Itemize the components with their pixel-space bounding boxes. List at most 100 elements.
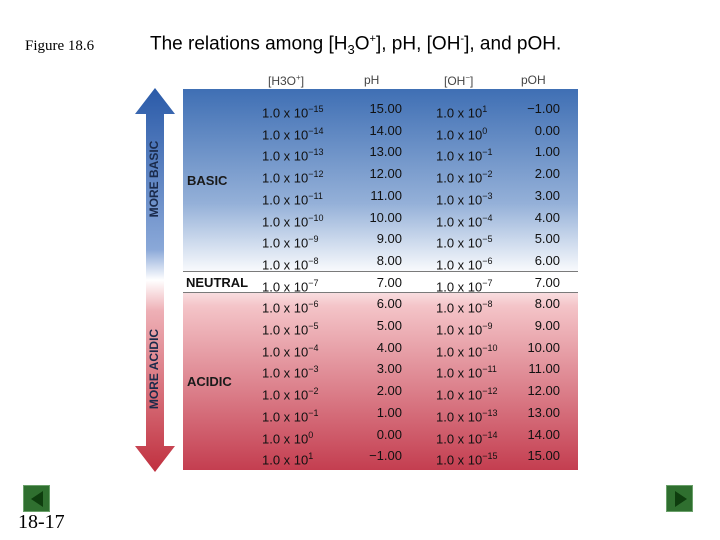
header-ph: pH xyxy=(364,73,380,87)
h3o-cell: 1.0 x 10−4 xyxy=(262,341,319,359)
oh-cell: 1.0 x 10−9 xyxy=(436,319,493,337)
poh-cell: 5.00 xyxy=(500,232,560,246)
oh-exponent: −10 xyxy=(482,343,498,353)
h3o-base: 1.0 x 10 xyxy=(262,257,309,273)
poh-cell: 13.00 xyxy=(500,406,560,420)
h3o-exponent: −5 xyxy=(308,321,319,331)
oh-cell: 1.0 x 10−4 xyxy=(436,211,493,229)
oh-exponent: −2 xyxy=(482,169,493,179)
ph-cell: 13.00 xyxy=(330,145,402,159)
oh-base: 1.0 x 10 xyxy=(436,235,483,251)
neutral-band xyxy=(183,271,578,293)
oh-base: 1.0 x 10 xyxy=(436,192,483,208)
neutral-label: NEUTRAL xyxy=(186,275,249,290)
ph-cell: 14.00 xyxy=(330,124,402,138)
title-part-d: ], and pOH. xyxy=(464,33,562,55)
poh-cell: 7.00 xyxy=(500,276,560,290)
ph-value: 1.00 xyxy=(376,405,402,420)
poh-value: 5.00 xyxy=(534,231,560,246)
h3o-base: 1.0 x 10 xyxy=(262,235,309,251)
h3o-exponent: −7 xyxy=(308,278,319,288)
ph-value: 15.00 xyxy=(369,101,402,116)
poh-cell: 9.00 xyxy=(500,319,560,333)
h3o-cell: 1.0 x 10−2 xyxy=(262,384,319,402)
title-superscript-minus: - xyxy=(460,33,465,45)
oh-cell: 1.0 x 10−7 xyxy=(436,276,493,294)
poh-value: 11.00 xyxy=(528,361,560,376)
poh-cell: 10.00 xyxy=(500,341,560,355)
h3o-base: 1.0 x 10 xyxy=(262,148,309,164)
oh-cell: 1.0 x 10−11 xyxy=(436,362,497,380)
poh-cell: 8.00 xyxy=(500,297,560,311)
oh-base: 1.0 x 10 xyxy=(436,279,483,295)
oh-base: 1.0 x 10 xyxy=(436,409,483,425)
h3o-base: 1.0 x 10 xyxy=(262,170,309,186)
h3o-exponent: −6 xyxy=(308,299,319,309)
header-h3o-close: ] xyxy=(300,74,305,88)
oh-base: 1.0 x 10 xyxy=(436,344,483,360)
title-superscript-plus: + xyxy=(369,33,376,45)
ph-cell: 15.00 xyxy=(330,102,402,116)
h3o-cell: 1.0 x 100 xyxy=(262,428,313,446)
oh-exponent: −1 xyxy=(482,147,493,157)
h3o-base: 1.0 x 10 xyxy=(262,322,309,338)
page-number: 18-17 xyxy=(18,511,65,533)
poh-cell: 3.00 xyxy=(500,189,560,203)
poh-value: 12.00 xyxy=(527,383,560,398)
h3o-exponent: −3 xyxy=(308,364,319,374)
header-h3o: [H3O+] xyxy=(268,73,304,88)
ph-value: 10.00 xyxy=(369,210,402,225)
oh-exponent: 1 xyxy=(482,104,488,114)
ph-value: −1.00 xyxy=(369,448,402,463)
oh-cell: 1.0 x 10−12 xyxy=(436,384,498,402)
oh-base: 1.0 x 10 xyxy=(436,170,483,186)
h3o-cell: 1.0 x 10−13 xyxy=(262,145,324,163)
h3o-cell: 1.0 x 10−1 xyxy=(262,406,319,424)
oh-exponent: −11 xyxy=(482,364,497,374)
ph-value: 11.00 xyxy=(370,188,402,203)
header-oh-sup: − xyxy=(465,73,471,82)
poh-value: 9.00 xyxy=(534,318,560,333)
oh-base: 1.0 x 10 xyxy=(436,387,483,403)
header-oh: [OH−] xyxy=(444,73,473,88)
header-h3o-sup: + xyxy=(296,73,301,82)
ph-cell: 1.00 xyxy=(330,406,402,420)
oh-cell: 1.0 x 10−2 xyxy=(436,167,493,185)
oh-base: 1.0 x 10 xyxy=(436,431,483,447)
oh-exponent: −6 xyxy=(482,256,493,266)
oh-cell: 1.0 x 10−3 xyxy=(436,189,493,207)
ph-value: 6.00 xyxy=(376,296,402,311)
poh-value: 7.00 xyxy=(534,275,560,290)
figure-label: Figure 18.6 xyxy=(25,38,95,54)
ph-cell: 10.00 xyxy=(330,211,402,225)
h3o-exponent: −15 xyxy=(308,104,324,114)
h3o-cell: 1.0 x 10−9 xyxy=(262,232,319,250)
oh-exponent: −7 xyxy=(482,278,493,288)
poh-cell: 15.00 xyxy=(500,449,560,463)
h3o-base: 1.0 x 10 xyxy=(262,365,309,381)
poh-cell: 12.00 xyxy=(500,384,560,398)
ph-cell: 9.00 xyxy=(330,232,402,246)
oh-base: 1.0 x 10 xyxy=(436,365,483,381)
previous-slide-button[interactable] xyxy=(23,485,50,512)
ph-cell: 0.00 xyxy=(330,428,402,442)
oh-exponent: −5 xyxy=(482,234,493,244)
h3o-cell: 1.0 x 10−3 xyxy=(262,362,319,380)
title-subscript-3: 3 xyxy=(347,42,355,58)
oh-cell: 1.0 x 10−14 xyxy=(436,428,498,446)
ph-cell: 5.00 xyxy=(330,319,402,333)
ph-value: 3.00 xyxy=(376,361,402,376)
poh-value: 1.00 xyxy=(534,144,560,159)
oh-base: 1.0 x 10 xyxy=(436,300,483,316)
ph-cell: 7.00 xyxy=(330,276,402,290)
more-basic-label: MORE BASIC xyxy=(147,140,161,218)
poh-value: 2.00 xyxy=(534,166,560,181)
header-oh-base: [OH xyxy=(444,74,466,88)
h3o-base: 1.0 x 10 xyxy=(262,105,309,121)
h3o-cell: 1.0 x 10−10 xyxy=(262,211,324,229)
poh-value: 3.00 xyxy=(534,188,560,203)
oh-exponent: −9 xyxy=(482,321,493,331)
ph-cell: 4.00 xyxy=(330,341,402,355)
next-slide-button[interactable] xyxy=(666,485,693,512)
oh-exponent: −4 xyxy=(482,213,493,223)
